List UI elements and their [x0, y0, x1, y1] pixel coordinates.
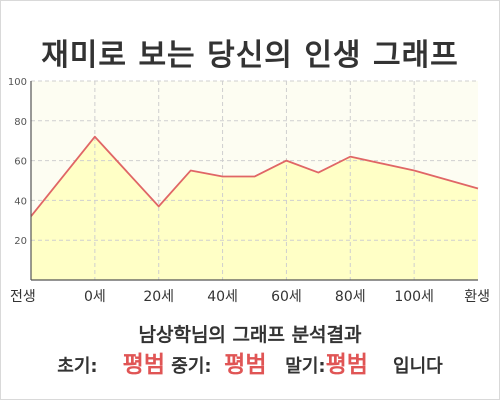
series-line	[30, 135, 479, 217]
suffix-text: 입니다	[393, 356, 443, 377]
middle-value: 평범	[224, 352, 267, 378]
x-tick-label: 전생	[10, 289, 36, 305]
y-tick-label: 60	[14, 157, 27, 168]
early-value: 평범	[122, 352, 165, 378]
analysis-result: 초기: 평범 중기: 평범 말기:평범 입니다	[0, 345, 500, 379]
x-tick-label: 환생	[464, 289, 490, 305]
x-tick-label: 0세	[84, 289, 106, 305]
x-tick-label: 60세	[271, 289, 302, 305]
late-label: 말기:	[285, 356, 326, 377]
area-fill	[31, 136, 478, 280]
y-tick-label: 20	[14, 236, 27, 247]
life-graph-chart: 20 40 60 80 100 전생 0세 20세 40세 60세 80세 100세 환생	[8, 77, 490, 305]
late-value: 평범	[325, 352, 368, 378]
analysis-title: 남상학님의 그래프 분석결과	[138, 324, 362, 346]
x-tick-label: 80세	[335, 289, 366, 305]
x-tick-label: 20세	[143, 289, 174, 305]
x-tick-label: 100세	[394, 289, 434, 305]
y-tick-label: 100	[8, 77, 27, 88]
y-tick-label: 80	[14, 117, 27, 128]
middle-label: 중기:	[171, 356, 212, 377]
early-label: 초기:	[57, 356, 98, 377]
x-tick-label: 40세	[207, 289, 238, 305]
page-title: 재미로 보는 당신의 인생 그래프	[41, 38, 459, 73]
y-tick-label: 40	[14, 196, 27, 207]
